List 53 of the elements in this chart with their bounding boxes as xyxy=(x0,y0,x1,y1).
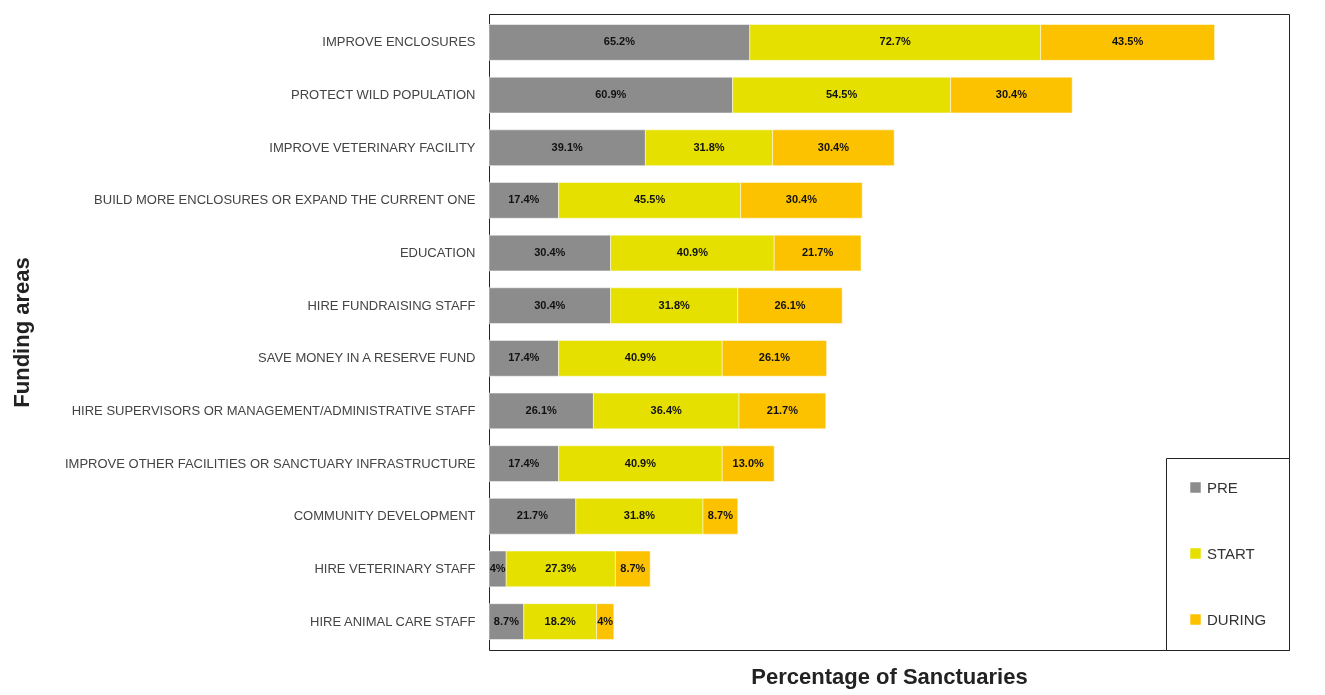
data-label: 54.5% xyxy=(826,88,858,101)
data-label: 39.1% xyxy=(551,140,584,153)
data-label: 40.9% xyxy=(676,246,709,259)
data-label: 4% xyxy=(597,614,614,627)
y-tick-label: IMPROVE VETERINARY FACILITY xyxy=(269,139,476,155)
data-label: 13.0% xyxy=(732,456,765,469)
data-label: 26.1% xyxy=(774,298,806,311)
y-tick-label: EDUCATION xyxy=(399,245,476,261)
y-tick-label: HIRE FUNDRAISING STAFF xyxy=(307,297,476,313)
y-tick-label: PROTECT WILD POPULATION xyxy=(291,87,476,103)
data-label: 72.7% xyxy=(879,35,912,48)
legend-label: DURING xyxy=(1207,610,1267,628)
y-tick-label: HIRE SUPERVISORS OR MANAGEMENT/ADMINISTRATIVE STAFF xyxy=(71,402,476,418)
data-label: 27.3% xyxy=(545,561,577,574)
data-label: 26.1% xyxy=(525,403,558,416)
data-label: 31.8% xyxy=(658,298,691,311)
data-label: 30.4% xyxy=(534,298,566,311)
data-label: 17.4% xyxy=(508,456,540,469)
data-label: 18.2% xyxy=(544,614,577,627)
legend-label: START xyxy=(1207,544,1255,562)
data-label: 31.8% xyxy=(693,140,725,153)
data-label: 36.4% xyxy=(650,403,683,416)
data-label: 31.8% xyxy=(623,509,656,522)
y-tick-label: BUILD MORE ENCLOSURES OR EXPAND THE CURRENT ONE xyxy=(94,192,476,208)
data-label: 21.7% xyxy=(516,509,549,522)
data-label: 30.4% xyxy=(534,246,566,259)
data-label: 40.9% xyxy=(624,456,657,469)
data-label: 45.5% xyxy=(634,193,666,206)
data-label: 21.7% xyxy=(802,246,834,259)
data-label: 30.4% xyxy=(817,140,850,153)
data-label: 30.4% xyxy=(785,193,818,206)
y-tick-label: HIRE ANIMAL CARE STAFF xyxy=(310,613,476,629)
data-label: 17.4% xyxy=(508,193,540,206)
legend-label: PRE xyxy=(1207,478,1238,496)
data-label: 40.9% xyxy=(624,351,657,364)
data-label: 4% xyxy=(489,561,506,574)
data-label: 21.7% xyxy=(766,403,799,416)
y-tick-label: HIRE VETERINARY STAFF xyxy=(314,560,476,576)
y-tick-label: SAVE MONEY IN A RESERVE FUND xyxy=(258,350,476,366)
x-axis-title: Percentage of Sanctuaries xyxy=(751,663,1028,689)
data-label: 8.7% xyxy=(620,561,646,574)
y-tick-label: IMPROVE OTHER FACILITIES OR SANCTUARY INFRASTRUCTURE xyxy=(64,455,476,471)
data-label: 60.9% xyxy=(595,88,627,101)
data-label: 26.1% xyxy=(758,351,791,364)
y-axis-title: Funding areas xyxy=(8,257,34,408)
data-label: 8.7% xyxy=(493,614,520,627)
data-label: 30.4% xyxy=(995,88,1028,101)
data-label: 43.5% xyxy=(1112,35,1144,48)
data-label: 17.4% xyxy=(508,351,540,364)
y-tick-label: COMMUNITY DEVELOPMENT xyxy=(293,508,476,524)
y-tick-label: IMPROVE ENCLOSURES xyxy=(322,34,476,50)
data-label: 65.2% xyxy=(603,35,636,48)
data-label: 8.7% xyxy=(707,509,734,522)
